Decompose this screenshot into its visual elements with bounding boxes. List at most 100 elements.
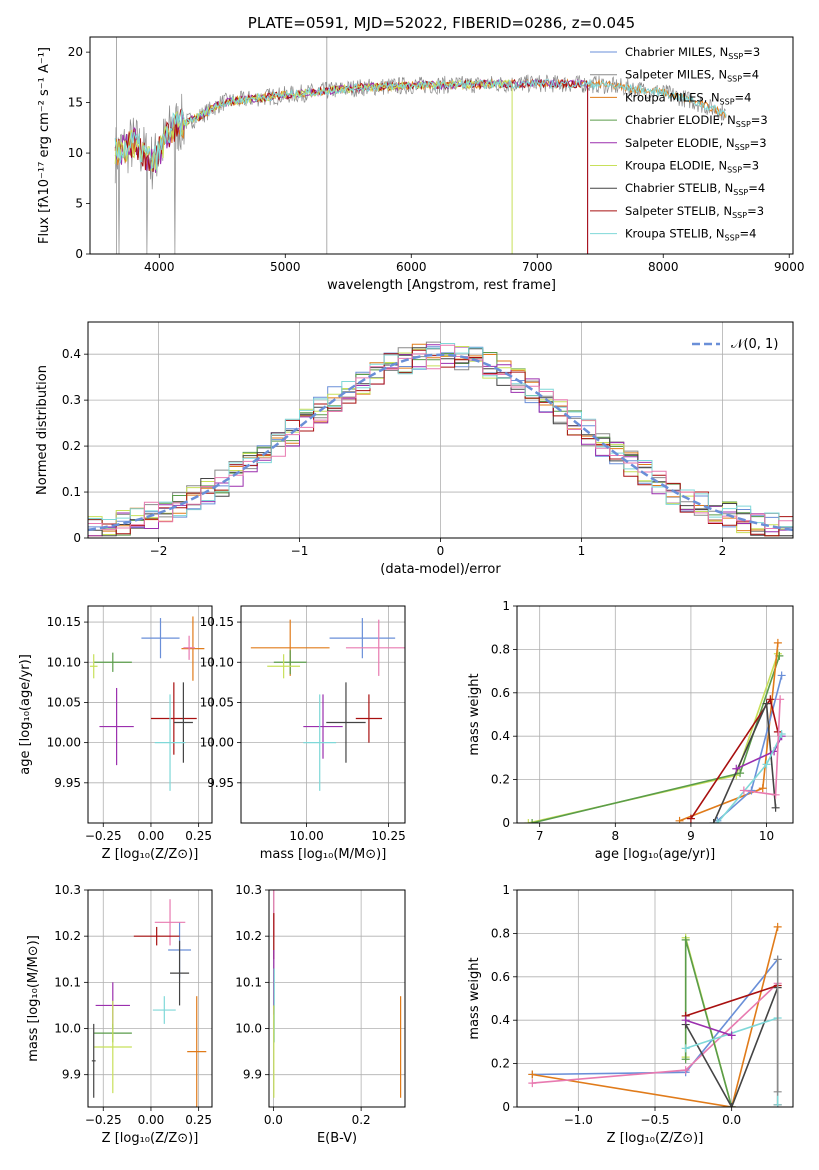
axes-frame: [87, 889, 213, 1108]
y-tick-label: 10.15: [200, 615, 234, 629]
data-point: [326, 682, 366, 763]
series-marker: [524, 819, 533, 823]
x-axis-label: E(B-V): [317, 1131, 357, 1146]
x-tick-label: 7000: [522, 260, 553, 274]
x-tick-label: 2: [719, 544, 727, 558]
y-tick-label: 0.8: [491, 926, 510, 940]
plot-area: [91, 899, 207, 1107]
series-marker: [771, 790, 780, 799]
chart-mass_vs_EBV: 0.0 0.2 9.9 10.0 10.1 10.2 10.3 E(B-V): [235, 883, 406, 1146]
y-tick-label: 10: [68, 146, 83, 160]
data-point: [170, 940, 190, 1006]
series-marker: [732, 764, 741, 773]
data-point: [93, 652, 132, 672]
x-axis-label: (data-model)/error: [380, 562, 501, 577]
chart-residuals: −2 −1 0 1 2 0 0.1 0.2 0.3 0.4 (data-model)/error No…: [35, 321, 794, 577]
y-tick-label: 0: [75, 247, 83, 261]
x-tick-label: −2: [150, 544, 168, 558]
y-tick-label: 10.00: [47, 736, 81, 750]
data-point: [187, 996, 207, 1107]
series-marker: [766, 695, 775, 704]
chart-weight_vs_Z: −1.0 −0.5 0.0 0 0.2 0.4 0.6 0.8 1 Z [log₁₀(Z/Z⊙)]…: [467, 883, 794, 1146]
legend-label: Chabrier ELODIE, NSSP=3: [625, 113, 768, 129]
axes-frame: [268, 889, 406, 1108]
y-tick-label: 10.10: [200, 655, 234, 669]
plot-area: [528, 922, 782, 1107]
series-model-kroupa_elodie: [114, 79, 513, 254]
x-tick-label: 9: [687, 829, 695, 843]
data-point: [303, 694, 337, 791]
y-tick-label: 9.95: [54, 776, 81, 790]
y-tick-label: 0.2: [491, 1057, 510, 1071]
y-tick-label: 10.3: [54, 883, 81, 897]
x-tick-label: 0: [437, 544, 445, 558]
data-point: [154, 694, 186, 791]
series-marker: [528, 1079, 537, 1088]
y-tick-label: 0: [502, 1100, 510, 1114]
data-point: [345, 619, 405, 676]
series-line: [690, 697, 779, 820]
chart-age_vs_mass: 10.00 10.25 9.95 10.00 10.05 10.10 10.15 mass […: [200, 605, 406, 862]
y-tick-label: 10.3: [235, 883, 262, 897]
data-point: [133, 926, 180, 946]
x-tick-label: 0.0: [264, 1113, 283, 1127]
series-marker: [675, 816, 684, 823]
y-tick-label: 10.1: [235, 975, 262, 989]
data-point: [181, 616, 205, 681]
axes-frame: [240, 605, 406, 824]
series-marker: [758, 784, 767, 793]
x-axis-label: age [log₁₀(age/yr)]: [595, 847, 716, 862]
y-axis-label: mass weight: [467, 673, 482, 755]
x-tick-label: 7: [536, 829, 544, 843]
x-tick-label: 0.00: [138, 1113, 165, 1127]
y-tick-label: 10.05: [200, 695, 234, 709]
chart-title: PLATE=0591, MJD=52022, FIBERID=0286, z=0…: [248, 14, 635, 32]
legend-label: Salpeter STELIB, NSSP=3: [625, 204, 764, 220]
x-tick-label: −0.5: [640, 1113, 669, 1127]
x-tick-label: 0.0: [722, 1113, 741, 1127]
y-axis-label: Normed distribution: [35, 365, 50, 495]
x-axis-label: Z [log₁₀(Z/Z⊙)]: [607, 1131, 704, 1146]
y-tick-label: 0.8: [491, 642, 510, 656]
data-point: [355, 694, 383, 743]
x-tick-label: −0.25: [85, 1113, 122, 1127]
y-tick-label: 9.9: [243, 1068, 262, 1082]
data-point: [93, 1000, 132, 1094]
x-tick-label: 0.00: [138, 829, 165, 843]
x-tick-label: 0.25: [185, 1113, 212, 1127]
y-tick-label: 10.00: [200, 736, 234, 750]
data-point: [99, 687, 134, 766]
data-point: [152, 996, 176, 1024]
legend-label: Salpeter MILES, NSSP=4: [625, 68, 759, 84]
y-tick-label: 1: [502, 883, 510, 897]
y-axis-label: Flux [fλ10⁻¹⁷ erg cm⁻² s⁻¹ A⁻¹]: [37, 47, 52, 244]
x-tick-label: 8: [611, 829, 619, 843]
data-point: [273, 650, 307, 675]
series-marker: [776, 695, 785, 704]
y-tick-label: 0.6: [491, 970, 510, 984]
series-model-salpeter_elodie: [114, 78, 589, 254]
series-marker: [681, 1055, 690, 1064]
x-tick-label: 5000: [270, 260, 301, 274]
y-axis-label: mass [log₁₀(M/M⊙)]: [26, 935, 41, 1062]
plot-area: [114, 37, 727, 254]
series-line: [685, 1019, 732, 1037]
data-point: [329, 618, 396, 659]
y-axis-label: mass weight: [467, 957, 482, 1039]
legend-label: Chabrier MILES, NSSP=3: [625, 45, 760, 61]
series-line: [532, 926, 779, 1107]
series-marker: [773, 955, 782, 964]
y-tick-label: 5: [75, 197, 83, 211]
series-line: [685, 987, 779, 1107]
series-marker: [773, 922, 782, 931]
y-tick-label: 10.15: [47, 615, 81, 629]
series-marker: [773, 638, 782, 647]
legend-label: Kroupa ELODIE, NSSP=3: [625, 159, 759, 175]
y-tick-label: 0.3: [62, 393, 81, 407]
y-tick-label: 10.2: [54, 929, 81, 943]
legend-label: Chabrier STELIB, NSSP=4: [625, 181, 765, 197]
series-marker: [727, 1031, 736, 1040]
y-tick-label: 9.9: [62, 1068, 81, 1082]
x-axis-label: wavelength [Angstrom, rest frame]: [327, 278, 556, 293]
